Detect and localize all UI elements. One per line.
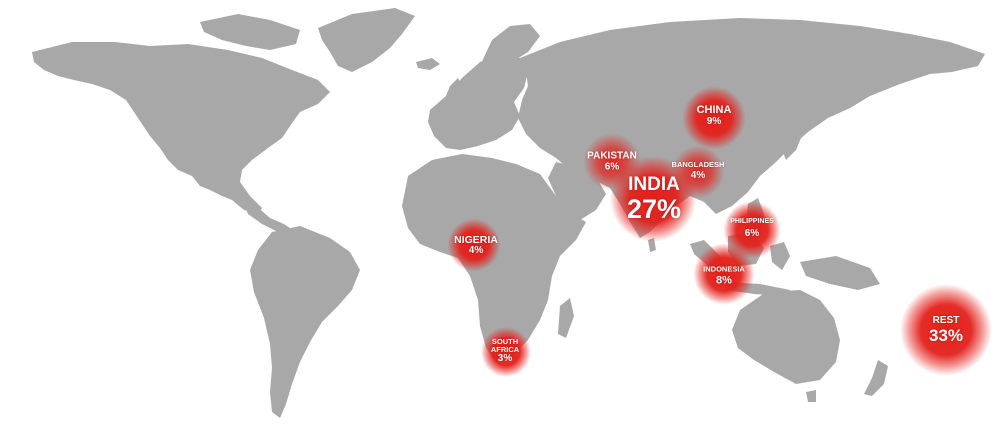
label-nigeria-name: NIGERIA [454, 234, 498, 247]
label-indonesia: INDONESIA 8% [703, 265, 745, 286]
label-south-africa: SOUTH AFRICA 3% [490, 336, 520, 364]
marker-bangladesh[interactable] [671, 145, 725, 199]
land-sulawesi [770, 242, 790, 270]
label-indonesia-value: 8% [716, 274, 732, 287]
label-india-value: 27% [626, 193, 682, 224]
label-china-name: CHINA [696, 103, 732, 116]
land-south-america [250, 226, 360, 418]
label-china-value: 9% [706, 115, 722, 127]
land-new-guinea [800, 256, 880, 290]
land-japan [782, 104, 806, 160]
marker-south-africa[interactable] [481, 327, 531, 377]
land-tasmania [806, 390, 816, 402]
marker-rest[interactable] [900, 284, 992, 376]
label-rest: REST 33% [928, 314, 964, 345]
land-new-zealand [864, 360, 888, 396]
land-central-america [240, 196, 296, 238]
label-india-name: INDIA [628, 173, 680, 195]
label-rest-name: REST [932, 314, 960, 326]
land-australia [732, 290, 840, 384]
land-scandinavia [478, 24, 540, 82]
label-indonesia-name: INDONESIA [703, 264, 745, 274]
markers [447, 86, 992, 377]
marker-nigeria[interactable] [447, 218, 501, 272]
label-pakistan: PAKISTAN 6% [587, 150, 637, 173]
label-china: CHINA 9% [696, 103, 732, 127]
marker-philippines[interactable] [723, 201, 781, 259]
label-philippines-name: PHILIPPINES [730, 218, 774, 226]
label-india: INDIA 27% [626, 173, 682, 224]
label-rest-value: 33% [928, 325, 964, 345]
land-uk [446, 78, 464, 106]
label-bangladesh-value: 4% [690, 169, 706, 181]
land-north-america [32, 42, 330, 214]
label-pakistan-name: PAKISTAN [587, 150, 637, 162]
land-madagascar [558, 298, 574, 338]
label-philippines: PHILIPPINES 6% [730, 218, 774, 240]
label-nigeria: NIGERIA 4% [454, 235, 498, 257]
label-bangladesh-name: BANGLADESH [671, 159, 725, 169]
label-south-africa-value: 3% [497, 352, 513, 364]
land-europe [428, 54, 528, 150]
land-arctic-islands [200, 14, 300, 50]
label-south-africa-name-line2: AFRICA [490, 344, 520, 354]
label-philippines-value: 6% [744, 228, 760, 240]
land-greenland [318, 8, 415, 72]
land-iceland [416, 58, 440, 70]
label-bangladesh: BANGLADESH 4% [671, 159, 725, 181]
label-nigeria-value: 4% [468, 245, 484, 257]
label-south-africa-name-line1: SOUTH [491, 336, 519, 346]
marker-china[interactable] [682, 86, 746, 150]
marker-pakistan[interactable] [583, 133, 641, 191]
marker-indonesia[interactable] [693, 243, 755, 305]
label-pakistan-value: 6% [604, 161, 620, 172]
